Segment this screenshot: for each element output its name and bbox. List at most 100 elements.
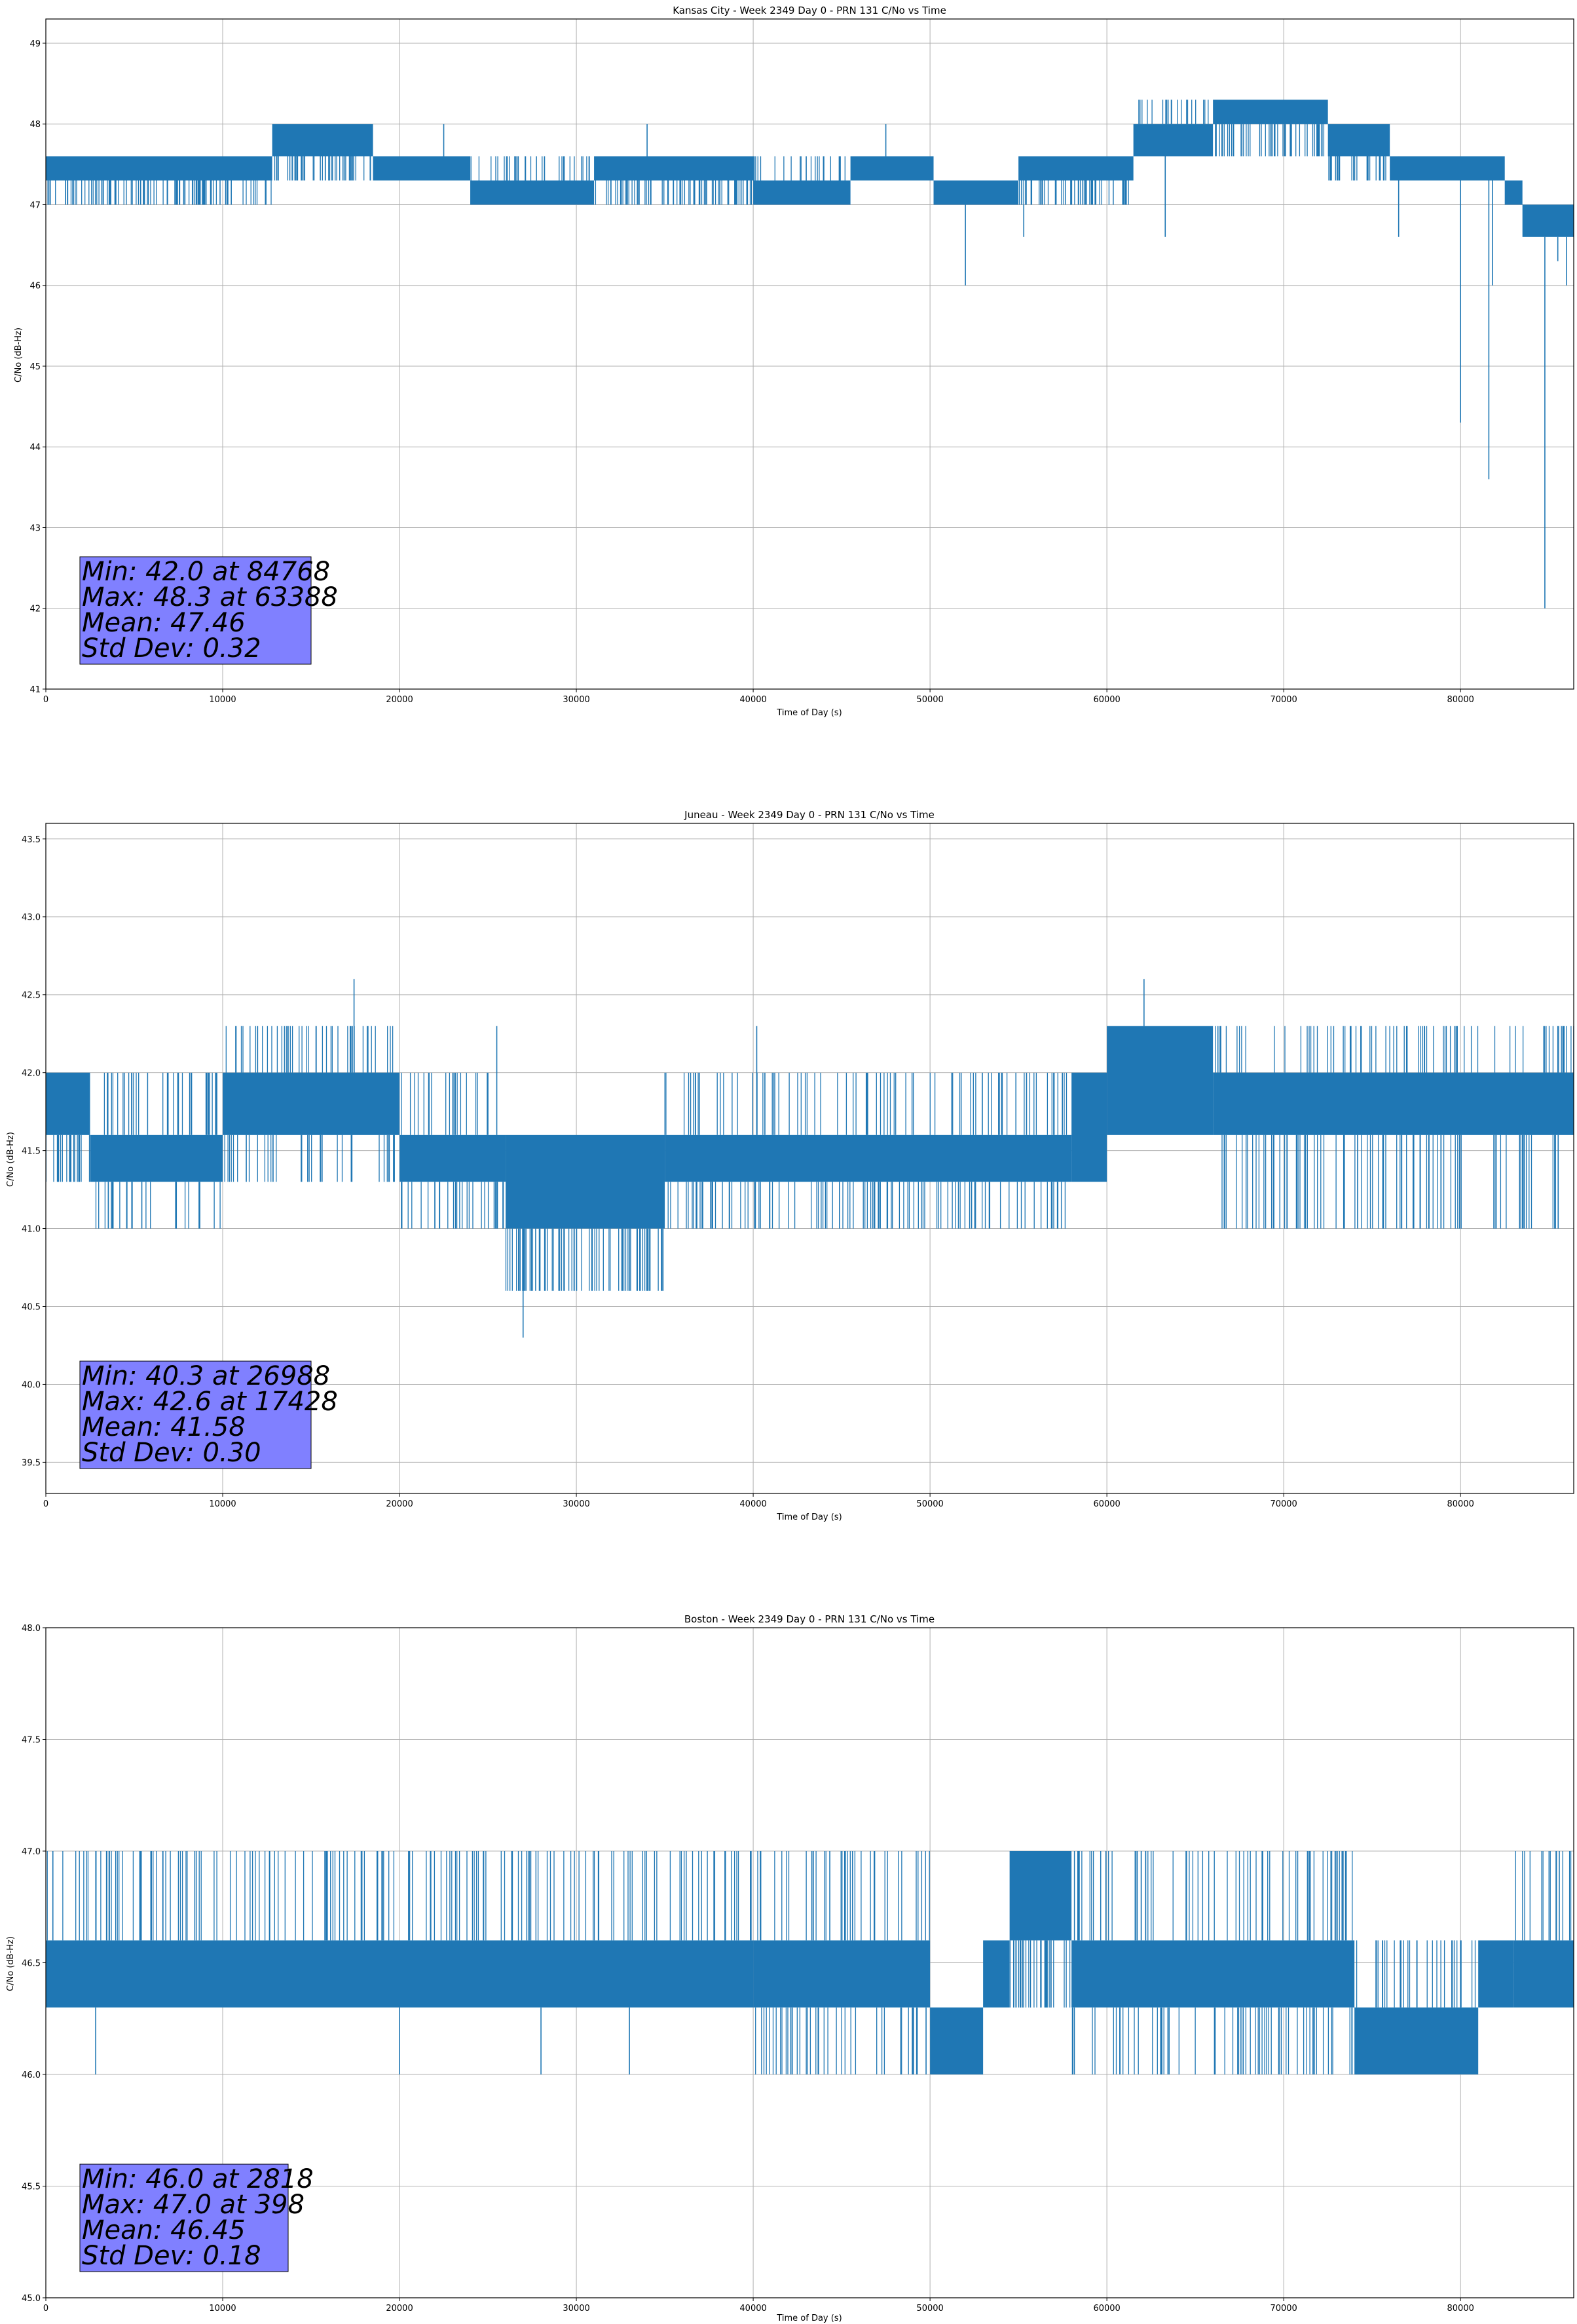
series-band (1133, 124, 1214, 157)
y-axis-ticks: 45.0 45.5 46.0 46.5 47.0 47.5 48.0 (22, 1624, 46, 2304)
chart-title: Juneau - Week 2349 Day 0 - PRN 131 C/No … (684, 809, 935, 821)
series-jitter (752, 156, 845, 181)
series-band (46, 156, 272, 181)
chart-title: Boston - Week 2349 Day 0 - PRN 131 C/No … (684, 1613, 935, 1625)
y-axis-ticks: 41 42 43 44 45 46 47 48 49 (29, 39, 46, 695)
series-jitter (1138, 100, 1209, 124)
y-tick-label: 41.5 (22, 1147, 41, 1157)
x-tick-label: 0 (43, 2304, 48, 2314)
chart-panel-boston: Boston - Week 2349 Day 0 - PRN 131 C/No … (6, 1613, 1574, 2323)
stats-box-background (79, 556, 312, 665)
y-tick-label: 49 (29, 39, 41, 49)
x-axis-label: Time of Day (s) (776, 1512, 842, 1522)
series-band (930, 2007, 984, 2074)
x-tick-label: 50000 (916, 2304, 943, 2314)
x-axis-label: Time of Day (s) (776, 2314, 842, 2323)
series-band (1071, 1940, 1355, 2008)
series-cno (45, 979, 1574, 1338)
x-tick-label: 20000 (386, 695, 413, 705)
chart-panel-kansas-city: Kansas City - Week 2349 Day 0 - PRN 131 … (14, 5, 1574, 718)
x-tick-label: 80000 (1447, 1499, 1474, 1509)
x-tick-label: 80000 (1447, 695, 1474, 705)
series-band (1071, 1072, 1107, 1182)
series-band (753, 1940, 931, 2008)
y-tick-label: 42.0 (22, 1069, 41, 1079)
series-band (90, 1134, 223, 1182)
series-band (1009, 1851, 1072, 1941)
chart-title: Kansas City - Week 2349 Day 0 - PRN 131 … (673, 5, 946, 16)
series-cno (46, 1851, 1574, 2074)
stats-line: Min: 40.3 at 26988 (82, 1361, 330, 1391)
series-jitter (1515, 1851, 1572, 1941)
stats-line: Max: 42.6 at 17428 (82, 1387, 338, 1417)
stats-line: Min: 46.0 at 2818 (82, 2164, 314, 2194)
series-jitter (1328, 156, 1386, 181)
stats-line: Max: 47.0 at 398 (82, 2190, 305, 2220)
series-band (753, 180, 851, 205)
y-tick-label: 42.5 (22, 991, 41, 1001)
y-tick-label: 47.5 (22, 1736, 41, 1746)
series-band (1478, 1940, 1514, 2008)
series-jitter (664, 1072, 1067, 1229)
series-jitter (1071, 1851, 1353, 2074)
series-band (1327, 124, 1390, 157)
stats-line: Std Dev: 0.32 (82, 633, 261, 664)
y-tick-label: 40.5 (22, 1303, 41, 1313)
x-tick-label: 60000 (1093, 695, 1120, 705)
y-tick-label: 48.0 (22, 1624, 41, 1634)
x-axis-ticks: 0 10000 20000 30000 40000 50000 60000 70000 8000… (43, 2298, 1474, 2314)
x-tick-label: 10000 (209, 695, 236, 705)
y-tick-label: 47.0 (22, 1847, 41, 1857)
stats-line: Mean: 47.46 (82, 608, 246, 638)
series-band (1213, 1072, 1574, 1135)
x-tick-label: 0 (43, 695, 48, 705)
series-jitter (595, 180, 752, 205)
series-jitter (1215, 124, 1325, 157)
x-tick-label: 60000 (1093, 1499, 1120, 1509)
x-tick-label: 20000 (386, 2304, 413, 2314)
series-band (1522, 204, 1574, 237)
x-tick-label: 70000 (1270, 695, 1297, 705)
x-tick-label: 10000 (209, 2304, 236, 2314)
series-jitter (1018, 180, 1129, 205)
stats-line: Max: 48.3 at 63388 (82, 582, 338, 612)
x-tick-label: 0 (43, 1499, 48, 1509)
y-tick-label: 46 (29, 282, 41, 291)
series-band (1213, 100, 1328, 124)
series-band (1390, 156, 1505, 181)
stats-line: Std Dev: 0.18 (82, 2241, 261, 2271)
y-axis-label: C/No (dB-Hz) (14, 328, 24, 383)
series-band (1504, 180, 1523, 205)
series-band (470, 180, 595, 205)
series-band (1513, 1940, 1574, 2008)
x-tick-label: 40000 (739, 2304, 766, 2314)
series-jitter (1009, 1940, 1071, 2008)
series-band (1107, 1026, 1214, 1135)
x-tick-label: 70000 (1270, 2304, 1297, 2314)
series-jitter (47, 180, 272, 205)
x-tick-label: 30000 (563, 695, 589, 705)
y-tick-label: 39.5 (22, 1458, 41, 1468)
series-jitter (46, 1851, 752, 1941)
y-tick-label: 45.0 (22, 2294, 41, 2304)
series-band (272, 124, 373, 157)
y-tick-label: 43.0 (22, 913, 41, 923)
series-jitter (95, 1072, 221, 1229)
gridlines (45, 823, 1574, 1493)
stats-line: Mean: 46.45 (82, 2215, 246, 2245)
series-band (1018, 156, 1134, 181)
x-tick-label: 80000 (1447, 2304, 1474, 2314)
series-band (594, 156, 754, 181)
x-tick-label: 60000 (1093, 2304, 1120, 2314)
y-tick-label: 46.0 (22, 2071, 41, 2080)
y-tick-label: 45.5 (22, 2183, 41, 2192)
y-tick-label: 47 (29, 200, 41, 210)
x-tick-label: 50000 (916, 695, 943, 705)
y-axis-label: C/No (dB-Hz) (6, 1936, 16, 1991)
series-band (665, 1134, 1072, 1182)
series-band (933, 180, 1019, 205)
plot-frame (45, 18, 1574, 690)
x-axis-ticks: 0 10000 20000 30000 40000 50000 60000 70000 8000… (43, 1493, 1474, 1509)
series-jitter (274, 156, 371, 181)
